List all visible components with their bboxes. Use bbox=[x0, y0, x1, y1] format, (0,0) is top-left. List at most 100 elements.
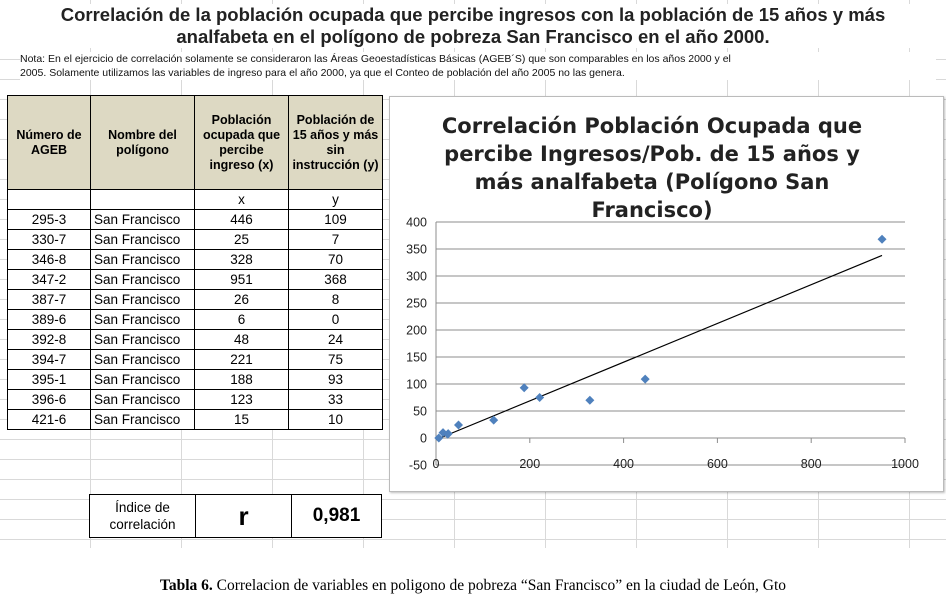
table-cell[interactable]: y bbox=[288, 189, 383, 210]
table-cell[interactable]: 396-6 bbox=[7, 389, 91, 410]
data-point bbox=[438, 428, 448, 438]
table-cell[interactable]: 48 bbox=[194, 329, 289, 350]
data-point bbox=[585, 395, 595, 405]
y-tick-label: 300 bbox=[406, 270, 427, 284]
header-poligono: Nombre del polígono bbox=[90, 95, 195, 190]
table-cell[interactable] bbox=[7, 189, 91, 210]
y-tick-label: 350 bbox=[406, 243, 427, 257]
table-cell[interactable]: 26 bbox=[194, 289, 289, 310]
header-ageb: Número de AGEB bbox=[7, 95, 91, 190]
data-point bbox=[489, 415, 499, 425]
index-symbol[interactable]: r bbox=[195, 494, 292, 538]
table-cell[interactable]: San Francisco bbox=[90, 229, 195, 250]
table-cell[interactable]: 395-1 bbox=[7, 369, 91, 390]
x-tick-label: 400 bbox=[613, 457, 634, 471]
trendline bbox=[435, 254, 883, 441]
table-cell[interactable]: 7 bbox=[288, 229, 383, 250]
scatter-chart[interactable]: -50 0 50 100 150 200 250 300 350 400 0 200 400 600 800… bbox=[389, 96, 944, 492]
table-cell[interactable]: San Francisco bbox=[90, 349, 195, 370]
table-header-row: Número de AGEB Nombre del polígono Pobla… bbox=[7, 95, 383, 190]
data-point bbox=[877, 234, 887, 244]
correlation-index-box: Índice de correlación r 0,981 bbox=[89, 494, 382, 538]
note-text: Nota: En el ejercicio de correlación sol… bbox=[20, 52, 936, 80]
x-tick-label: 600 bbox=[707, 457, 728, 471]
table-row: 392-8 San Francisco 48 24 bbox=[7, 329, 383, 350]
header-analfabeta: Población de 15 años y más sin instrucci… bbox=[288, 95, 383, 190]
header-ocupada: Población ocupada que percibe ingreso (x… bbox=[194, 95, 289, 190]
index-label[interactable]: Índice de correlación bbox=[89, 494, 196, 538]
spreadsheet-area: Correlación de la población ocupada que … bbox=[0, 0, 946, 548]
table-cell[interactable]: 221 bbox=[194, 349, 289, 370]
variable-row: x y bbox=[7, 189, 383, 210]
table-cell[interactable]: 446 bbox=[194, 209, 289, 230]
table-row: 387-7 San Francisco 26 8 bbox=[7, 289, 383, 310]
table-cell[interactable]: San Francisco bbox=[90, 249, 195, 270]
table-cell[interactable]: San Francisco bbox=[90, 409, 195, 430]
table-cell[interactable]: 330-7 bbox=[7, 229, 91, 250]
table-cell[interactable]: 8 bbox=[288, 289, 383, 310]
data-point bbox=[434, 433, 444, 443]
table-cell[interactable]: 347-2 bbox=[7, 269, 91, 290]
table-cell[interactable]: 24 bbox=[288, 329, 383, 350]
chart-title-line: Francisco) bbox=[591, 198, 712, 222]
y-tick-label: -50 bbox=[409, 459, 427, 473]
table-cell[interactable]: San Francisco bbox=[90, 269, 195, 290]
table-row: 421-6 San Francisco 15 10 bbox=[7, 409, 383, 430]
table-cell[interactable]: San Francisco bbox=[90, 369, 195, 390]
title-line-2: analfabeta en el polígono de pobreza San… bbox=[176, 26, 770, 47]
table-row: 346-8 San Francisco 328 70 bbox=[7, 249, 383, 270]
chart-title-line: Correlación Población Ocupada que bbox=[442, 114, 862, 138]
table-row: 347-2 San Francisco 951 368 bbox=[7, 269, 383, 290]
table-cell[interactable]: San Francisco bbox=[90, 289, 195, 310]
table-cell[interactable]: 0 bbox=[288, 309, 383, 330]
table-cell[interactable]: 123 bbox=[194, 389, 289, 410]
caption-label: Tabla 6. bbox=[159, 577, 213, 594]
index-value[interactable]: 0,981 bbox=[291, 494, 382, 538]
table-cell[interactable]: 10 bbox=[288, 409, 383, 430]
y-tick-label: 0 bbox=[420, 432, 427, 446]
table-cell[interactable]: San Francisco bbox=[90, 389, 195, 410]
table-cell[interactable]: 951 bbox=[194, 269, 289, 290]
table-cell[interactable]: San Francisco bbox=[90, 309, 195, 330]
table-row: 396-6 San Francisco 123 33 bbox=[7, 389, 383, 410]
table-cell[interactable]: x bbox=[194, 189, 289, 210]
table-cell[interactable]: 389-6 bbox=[7, 309, 91, 330]
caption-text: Correlacion de variables en poligono de … bbox=[212, 577, 787, 594]
x-tick-label: 800 bbox=[801, 457, 822, 471]
table-cell[interactable]: 328 bbox=[194, 249, 289, 270]
title-line-1: Correlación de la población ocupada que … bbox=[60, 4, 886, 25]
x-tick-label: 200 bbox=[519, 457, 540, 471]
table-cell[interactable] bbox=[90, 189, 195, 210]
table-cell[interactable]: 33 bbox=[288, 389, 383, 410]
table-row: 394-7 San Francisco 221 75 bbox=[7, 349, 383, 370]
table-cell[interactable]: 346-8 bbox=[7, 249, 91, 270]
table-cell[interactable]: 93 bbox=[288, 369, 383, 390]
x-tick-label: 1000 bbox=[891, 457, 919, 471]
table-cell[interactable]: 6 bbox=[194, 309, 289, 330]
table-cell[interactable]: 15 bbox=[194, 409, 289, 430]
table-cell[interactable]: 188 bbox=[194, 369, 289, 390]
y-tick-label: 200 bbox=[406, 324, 427, 338]
table-cell[interactable]: 295-3 bbox=[7, 209, 91, 230]
data-point bbox=[640, 374, 650, 384]
table-cell[interactable]: 421-6 bbox=[7, 409, 91, 430]
table-cell[interactable]: 70 bbox=[288, 249, 383, 270]
y-tick-label: 150 bbox=[406, 351, 427, 365]
y-tick-label: 400 bbox=[406, 216, 427, 230]
table-caption: Tabla 6. Correlacion de variables en pol… bbox=[0, 577, 946, 595]
table-cell[interactable]: 25 bbox=[194, 229, 289, 250]
y-tick-label: 250 bbox=[406, 297, 427, 311]
chart-svg: -50 0 50 100 150 200 250 300 350 400 0 200 400 600 800… bbox=[406, 114, 919, 473]
y-tick-label: 50 bbox=[413, 405, 427, 419]
table-cell[interactable]: 392-8 bbox=[7, 329, 91, 350]
note-line-1: Nota: En el ejercicio de correlación sol… bbox=[20, 53, 731, 65]
table-cell[interactable]: 75 bbox=[288, 349, 383, 370]
table-cell[interactable]: San Francisco bbox=[90, 329, 195, 350]
table-cell[interactable]: San Francisco bbox=[90, 209, 195, 230]
table-cell[interactable]: 394-7 bbox=[7, 349, 91, 370]
table-cell[interactable]: 109 bbox=[288, 209, 383, 230]
chart-title-line: más analfabeta (Polígono San bbox=[475, 170, 830, 194]
table-cell[interactable]: 387-7 bbox=[7, 289, 91, 310]
table-cell[interactable]: 368 bbox=[288, 269, 383, 290]
x-tick-label: 0 bbox=[433, 457, 440, 471]
